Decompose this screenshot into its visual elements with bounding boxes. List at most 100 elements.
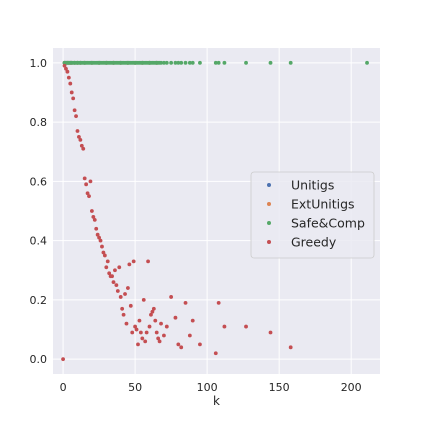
data-point — [68, 81, 73, 86]
data-point — [65, 69, 70, 74]
data-point — [88, 179, 93, 184]
data-point — [159, 321, 163, 326]
data-point — [162, 60, 166, 65]
y-tick-label: 0.6 — [30, 175, 48, 188]
data-point — [74, 114, 78, 119]
data-point — [123, 292, 127, 296]
data-point — [173, 60, 178, 65]
data-point — [64, 66, 68, 71]
data-point — [154, 330, 159, 335]
data-point — [94, 226, 99, 231]
legend-label: Greedy — [291, 235, 337, 250]
y-tick-label: 0.8 — [30, 116, 48, 129]
data-point — [151, 306, 156, 311]
data-point — [365, 60, 369, 65]
x-tick-label: 0 — [60, 381, 67, 394]
data-point — [72, 108, 77, 113]
legend-label: Unitigs — [291, 178, 334, 193]
data-point — [113, 268, 117, 273]
data-point — [173, 315, 178, 320]
data-point — [190, 318, 195, 323]
data-point — [137, 318, 142, 323]
legend-frame — [250, 171, 375, 259]
data-point — [107, 271, 112, 276]
data-point — [159, 60, 163, 65]
data-point — [102, 253, 107, 258]
data-point — [82, 176, 87, 181]
data-point — [115, 289, 120, 293]
data-point — [105, 259, 110, 264]
data-point — [100, 244, 104, 249]
data-point — [62, 63, 67, 68]
data-point — [179, 345, 184, 350]
data-point — [114, 283, 119, 287]
data-point — [66, 75, 71, 80]
x-tick-label: 100 — [197, 381, 218, 394]
data-point — [118, 295, 123, 299]
data-point — [89, 209, 94, 213]
data-point — [77, 135, 81, 139]
data-point — [187, 333, 192, 338]
data-point — [87, 194, 91, 199]
data-point — [124, 321, 129, 326]
data-point — [164, 324, 169, 329]
data-point — [95, 232, 100, 237]
data-point — [144, 330, 149, 335]
data-points — [61, 60, 369, 362]
data-point — [117, 265, 122, 270]
data-point — [164, 60, 169, 65]
data-point — [179, 60, 184, 65]
data-point — [141, 298, 146, 302]
data-point — [244, 60, 248, 65]
data-point — [153, 318, 158, 323]
data-point — [91, 215, 96, 219]
data-point — [120, 306, 125, 311]
data-point — [288, 345, 293, 350]
data-point — [78, 137, 83, 142]
data-point — [104, 265, 109, 270]
data-point — [198, 342, 202, 347]
data-point — [81, 146, 86, 151]
data-point — [213, 351, 218, 356]
legend-label: Safe&Comp — [291, 216, 365, 231]
data-point — [198, 60, 202, 65]
y-tick-label: 0.2 — [30, 294, 48, 307]
data-point — [79, 143, 84, 148]
x-axis-label: k — [213, 394, 220, 408]
data-point — [156, 336, 161, 341]
data-point — [126, 286, 130, 290]
legend-marker — [267, 183, 271, 187]
data-point — [222, 324, 227, 329]
data-point — [140, 336, 145, 341]
data-point — [134, 327, 139, 332]
data-point — [176, 342, 181, 347]
data-point — [75, 129, 80, 133]
data-point — [268, 330, 273, 335]
legend-marker — [267, 221, 271, 225]
data-point — [147, 324, 152, 329]
x-tick-label: 200 — [341, 381, 362, 394]
data-point — [92, 217, 97, 222]
data-point — [176, 60, 181, 65]
data-point — [169, 60, 174, 65]
x-tick-label: 50 — [128, 381, 142, 394]
data-point — [143, 339, 148, 344]
data-point — [146, 259, 150, 264]
data-point — [216, 60, 221, 65]
data-point — [121, 312, 126, 317]
data-point — [190, 60, 195, 65]
data-point — [127, 262, 132, 267]
data-point — [69, 90, 74, 95]
legend-label: ExtUnitigs — [291, 197, 355, 212]
data-point — [110, 274, 114, 279]
data-point — [150, 309, 155, 314]
data-point — [84, 182, 89, 187]
data-point — [268, 60, 273, 65]
data-point — [183, 300, 188, 305]
x-tick-label: 150 — [269, 381, 290, 394]
data-point — [128, 303, 133, 308]
y-tick-label: 1.0 — [30, 57, 48, 70]
y-tick-label: 0.4 — [30, 235, 48, 248]
